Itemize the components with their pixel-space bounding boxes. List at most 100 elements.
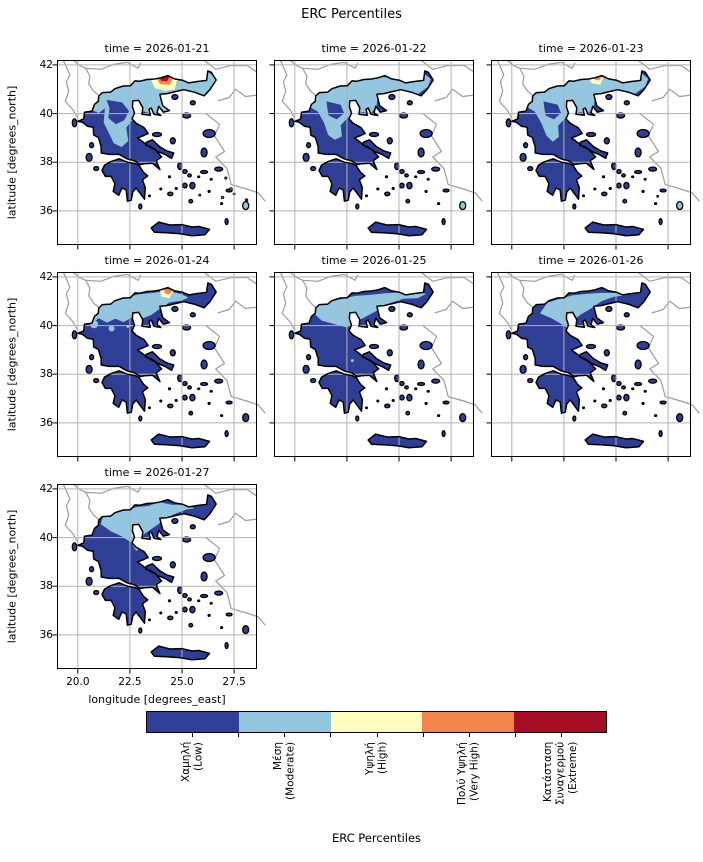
island [426, 177, 430, 181]
island [187, 173, 192, 178]
colorbar-segment-very-high [422, 712, 515, 732]
island-rhodes [242, 624, 250, 635]
island [199, 381, 209, 387]
island [188, 410, 194, 416]
island [169, 561, 176, 569]
island [641, 401, 645, 405]
percentile-class-overlays [540, 292, 626, 328]
axis-ticks [269, 64, 452, 250]
island [643, 177, 647, 181]
island [189, 605, 196, 614]
island [167, 615, 174, 621]
island [431, 166, 441, 172]
island [636, 128, 650, 139]
island [631, 387, 635, 391]
island [522, 142, 529, 149]
island [169, 137, 176, 145]
island [585, 343, 597, 350]
island [593, 187, 597, 191]
moderate-region [540, 292, 626, 328]
island [384, 191, 391, 197]
country-border-line [519, 61, 576, 70]
coastline [101, 370, 149, 414]
colorbar-tick [376, 733, 378, 737]
country-border-line [506, 59, 533, 96]
y-tick-label: 42 [39, 482, 53, 495]
landmass [362, 139, 391, 159]
moderate-region [312, 291, 427, 328]
island [202, 340, 216, 351]
island [436, 202, 441, 206]
island [138, 627, 143, 634]
island [138, 203, 143, 210]
island [88, 354, 95, 361]
island [171, 93, 179, 101]
coastline [145, 139, 175, 160]
coastline [150, 645, 211, 661]
island [219, 626, 224, 630]
island [399, 380, 405, 387]
island [404, 385, 409, 390]
coastlines [77, 70, 217, 237]
island [209, 601, 213, 605]
axes-frame [57, 272, 257, 457]
coastline [150, 433, 211, 449]
island [151, 343, 163, 350]
map-panel-2026-01-21 [52, 59, 266, 250]
island [174, 187, 178, 190]
island [605, 93, 613, 101]
island [621, 385, 626, 390]
island [405, 410, 411, 416]
island [406, 181, 413, 190]
island [310, 165, 317, 172]
panel-title: time = 2026-01-23 [538, 42, 644, 55]
island [616, 380, 622, 387]
panel-title: time = 2026-01-21 [104, 42, 210, 55]
coastline [535, 370, 583, 414]
panel-title: time = 2026-01-25 [321, 254, 427, 267]
country-border-line [204, 112, 266, 202]
island [71, 330, 78, 340]
vhigh-island-speck [656, 194, 660, 198]
country-border-line [651, 88, 692, 102]
island [159, 187, 163, 191]
island [601, 175, 606, 179]
y-tick-label: 40 [39, 531, 53, 544]
coastline [579, 139, 609, 160]
low-region-inner [106, 99, 130, 125]
island [225, 612, 233, 617]
island [659, 188, 667, 193]
coastline [77, 70, 217, 171]
island [147, 618, 152, 622]
island [623, 181, 630, 190]
island [414, 175, 418, 179]
island [611, 161, 617, 171]
country-border-line [638, 324, 700, 414]
country-border-line [420, 59, 475, 73]
axes-frame [274, 60, 474, 245]
island [527, 377, 534, 384]
map-canvas [52, 483, 266, 674]
island [424, 401, 428, 405]
island [355, 203, 360, 210]
axis-ticks [52, 488, 235, 674]
axis-ticks [52, 276, 235, 462]
y-axis-label: latitude [degrees_north] [4, 60, 20, 245]
island [207, 613, 211, 617]
coastline [294, 70, 434, 171]
island [616, 168, 622, 175]
island [177, 373, 183, 383]
colorbar-tick [468, 733, 470, 737]
coastline [367, 221, 428, 237]
y-tick-label: 38 [39, 580, 53, 593]
coastline [318, 158, 366, 202]
country-border-line [85, 273, 142, 282]
vhigh-island-speck [224, 176, 228, 180]
island [441, 429, 446, 438]
island [417, 147, 425, 158]
island [601, 387, 606, 391]
colorbar-tick [192, 733, 194, 737]
country-border-line [204, 536, 266, 626]
country-border-line [421, 324, 483, 414]
island [224, 217, 229, 226]
